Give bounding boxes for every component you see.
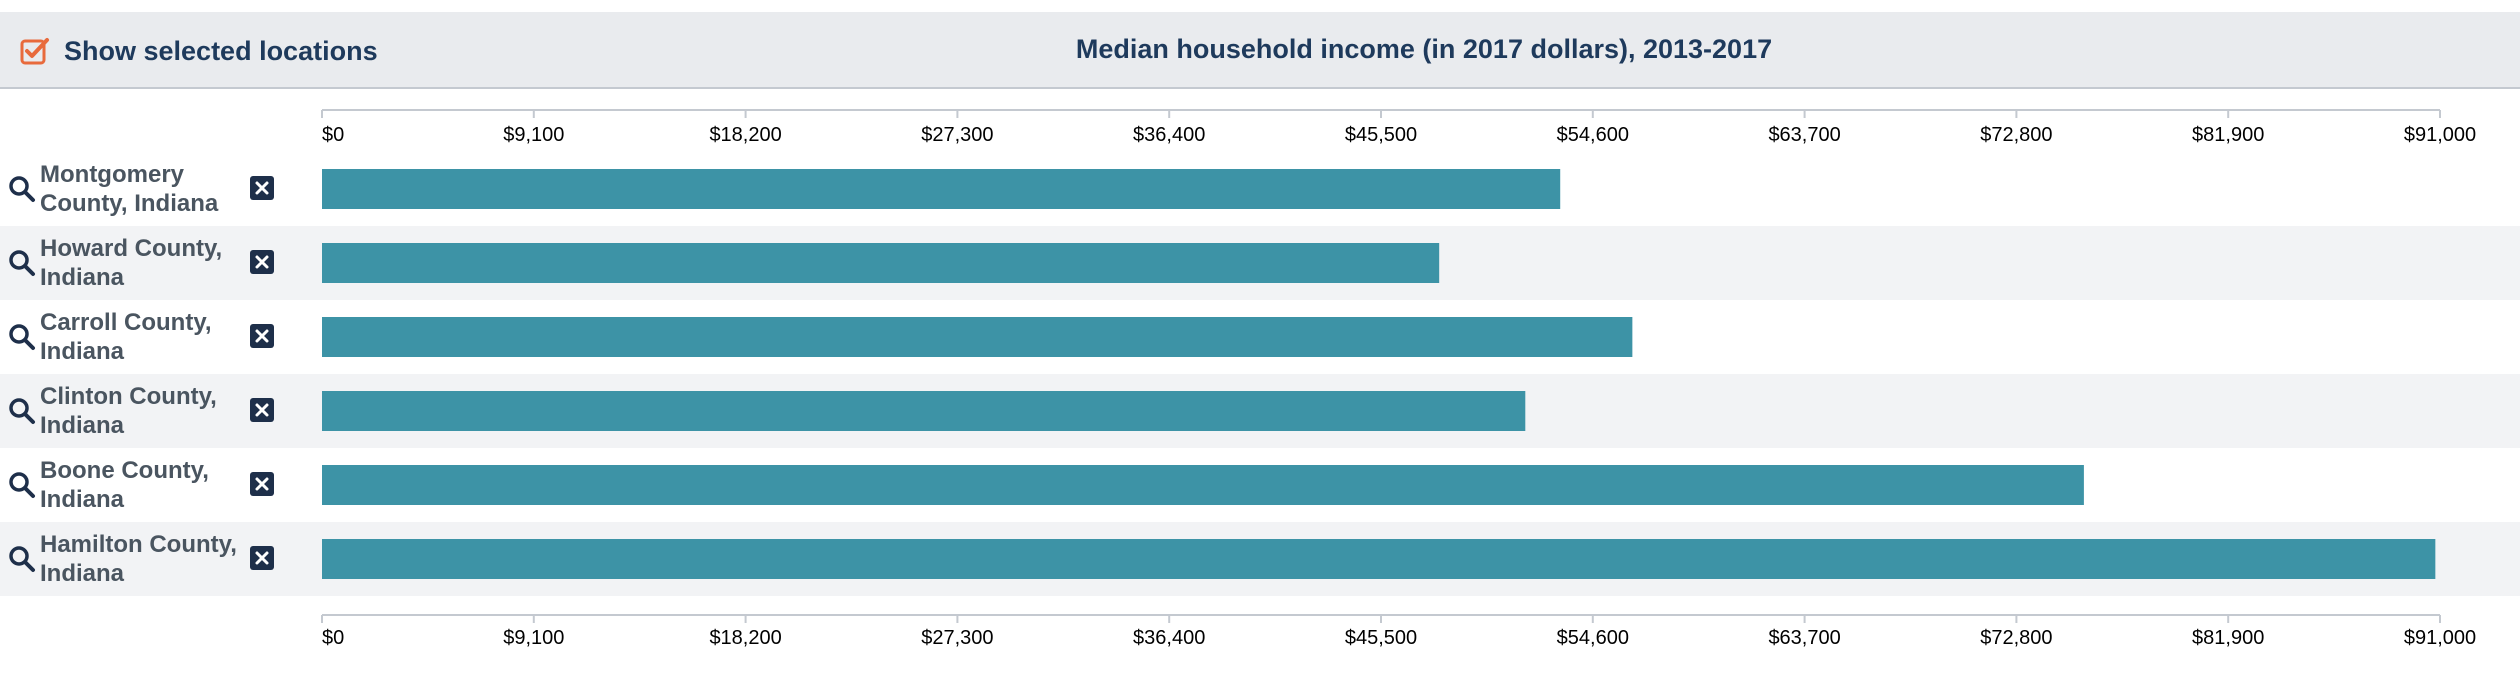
x-tick-label: $45,500 xyxy=(1345,627,1417,649)
chart-header: Show selected locations Median household… xyxy=(0,12,2520,89)
show-selected-label: Show selected locations xyxy=(64,35,378,66)
x-tick-label: $63,700 xyxy=(1768,124,1840,146)
location-name-line: County, Indiana xyxy=(40,190,219,217)
x-tick-label: $63,700 xyxy=(1768,627,1840,649)
search-icon[interactable] xyxy=(8,323,36,351)
table-row: Howard County, Indiana xyxy=(0,226,2520,300)
location-name-line: Carroll County, xyxy=(40,309,212,336)
x-tick-label: $72,800 xyxy=(1980,627,2052,649)
x-tick-label: $72,800 xyxy=(1980,124,2052,146)
close-icon[interactable] xyxy=(250,324,274,348)
x-tick-label: $36,400 xyxy=(1133,124,1205,146)
table-row: Hamilton County, Indiana xyxy=(0,522,2520,596)
location-name: Boone County, Indiana xyxy=(40,456,250,514)
close-icon[interactable] xyxy=(250,250,274,274)
x-tick-label: $0 xyxy=(322,124,344,146)
x-tick-label: $54,600 xyxy=(1557,627,1629,649)
location-name-line: Howard County, xyxy=(40,235,223,262)
table-row: Clinton County, Indiana xyxy=(0,374,2520,448)
x-tick-label: $36,400 xyxy=(1133,627,1205,649)
close-icon[interactable] xyxy=(250,398,274,422)
location-name: Carroll County, Indiana xyxy=(40,308,250,366)
location-name: Hamilton County, Indiana xyxy=(40,530,250,588)
search-icon[interactable] xyxy=(8,471,36,499)
x-tick-label: $27,300 xyxy=(921,627,993,649)
location-name: Clinton County, Indiana xyxy=(40,382,250,440)
x-tick-label: $81,900 xyxy=(2192,627,2264,649)
search-icon[interactable] xyxy=(8,397,36,425)
close-icon[interactable] xyxy=(250,176,274,200)
x-tick-label: $45,500 xyxy=(1345,124,1417,146)
location-name-line: Indiana xyxy=(40,412,125,439)
location-name-line: Boone County, xyxy=(40,457,209,484)
location-name-line: Indiana xyxy=(40,486,125,513)
location-name-line: Indiana xyxy=(40,264,125,291)
search-icon[interactable] xyxy=(8,545,36,573)
checkbox-icon[interactable] xyxy=(20,36,50,66)
chart-title: Median household income (in 2017 dollars… xyxy=(1075,34,1773,64)
x-tick-label: $9,100 xyxy=(503,627,564,649)
search-icon[interactable] xyxy=(8,249,36,277)
location-name-line: Indiana xyxy=(40,338,125,365)
location-name-line: Clinton County, xyxy=(40,383,217,410)
location-name-line: Montgomery xyxy=(40,161,184,188)
location-name: Howard County, Indiana xyxy=(40,234,250,292)
location-name: Montgomery County, Indiana xyxy=(40,160,250,218)
location-name-line: Hamilton County, xyxy=(40,531,237,558)
show-selected-toggle[interactable]: Show selected locations xyxy=(20,34,378,68)
x-tick-label: $81,900 xyxy=(2192,124,2264,146)
x-tick-label: $91,000 xyxy=(2404,124,2476,146)
close-icon[interactable] xyxy=(250,472,274,496)
x-tick-label: $0 xyxy=(322,627,344,649)
table-row: Boone County, Indiana xyxy=(0,448,2520,522)
x-tick-label: $18,200 xyxy=(709,124,781,146)
search-icon[interactable] xyxy=(8,175,36,203)
x-tick-label: $54,600 xyxy=(1557,124,1629,146)
close-icon[interactable] xyxy=(250,546,274,570)
x-tick-label: $91,000 xyxy=(2404,627,2476,649)
table-row: Carroll County, Indiana xyxy=(0,300,2520,374)
x-tick-label: $18,200 xyxy=(709,627,781,649)
x-tick-label: $27,300 xyxy=(921,124,993,146)
x-tick-label: $9,100 xyxy=(503,124,564,146)
location-name-line: Indiana xyxy=(40,560,125,587)
table-row: Montgomery County, Indiana xyxy=(0,152,2520,226)
